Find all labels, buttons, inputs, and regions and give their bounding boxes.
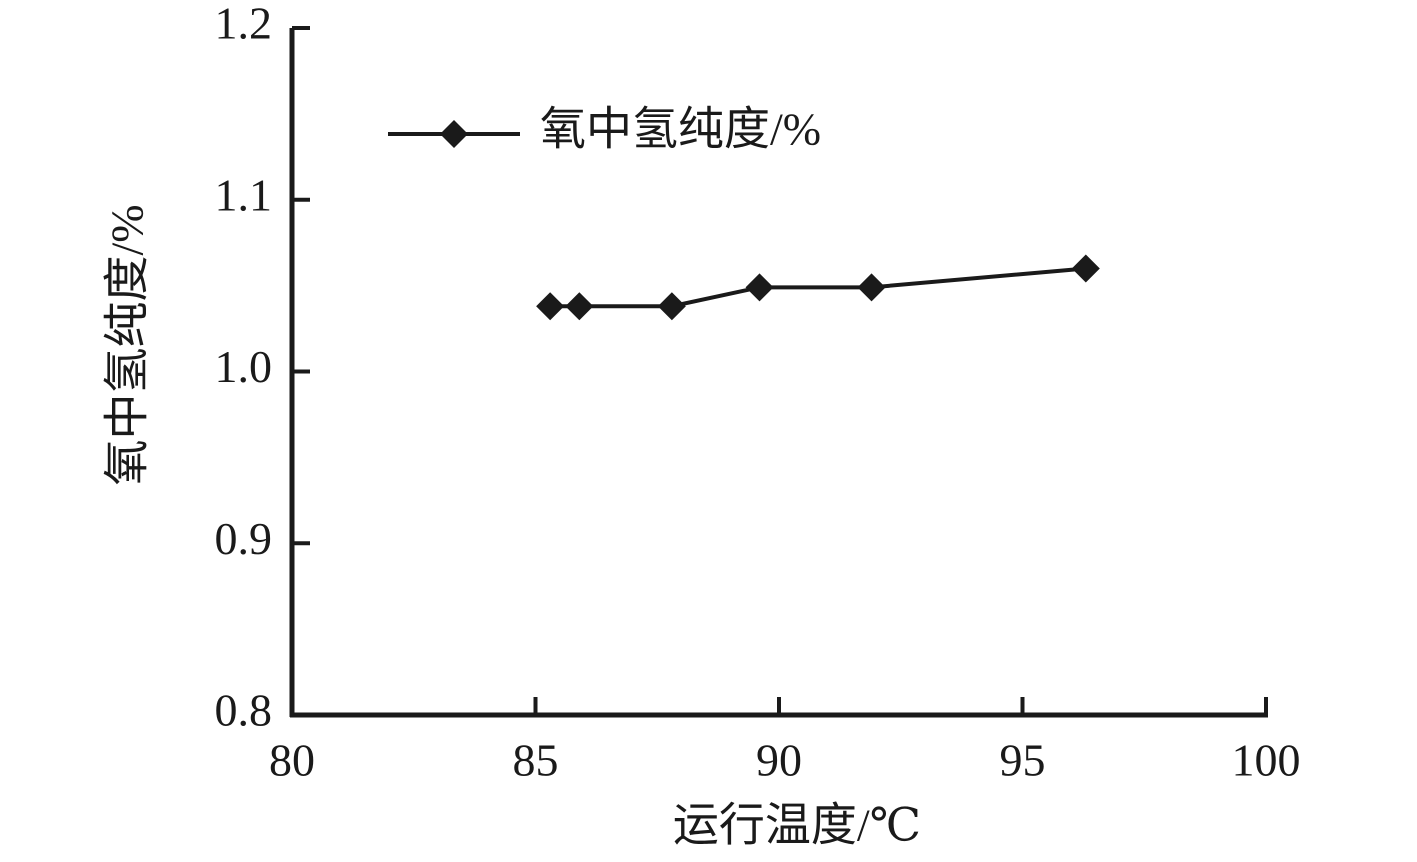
y-tick-label: 1.2: [215, 0, 273, 49]
x-axis-label: 运行温度/℃: [673, 800, 921, 851]
legend-marker: [440, 120, 468, 148]
x-tick-label: 95: [1000, 735, 1046, 786]
y-tick-label: 1.0: [215, 341, 273, 392]
y-tick-label: 0.9: [215, 513, 273, 564]
legend-label: 氧中氢纯度/%: [540, 104, 821, 155]
y-axis-label: 氧中氢纯度/%: [102, 204, 153, 485]
data-point: [1071, 254, 1100, 283]
x-tick-label: 80: [269, 735, 315, 786]
data-point: [745, 273, 774, 302]
x-tick-label: 90: [756, 735, 802, 786]
data-point: [565, 292, 594, 321]
y-tick-label: 1.1: [215, 169, 273, 220]
series-line: [550, 266, 1086, 309]
x-tick-label: 100: [1232, 735, 1301, 786]
data-point: [857, 273, 886, 302]
y-tick-label: 0.8: [215, 685, 273, 736]
data-point: [657, 292, 686, 321]
x-tick-label: 85: [513, 735, 559, 786]
data-point: [536, 292, 565, 321]
